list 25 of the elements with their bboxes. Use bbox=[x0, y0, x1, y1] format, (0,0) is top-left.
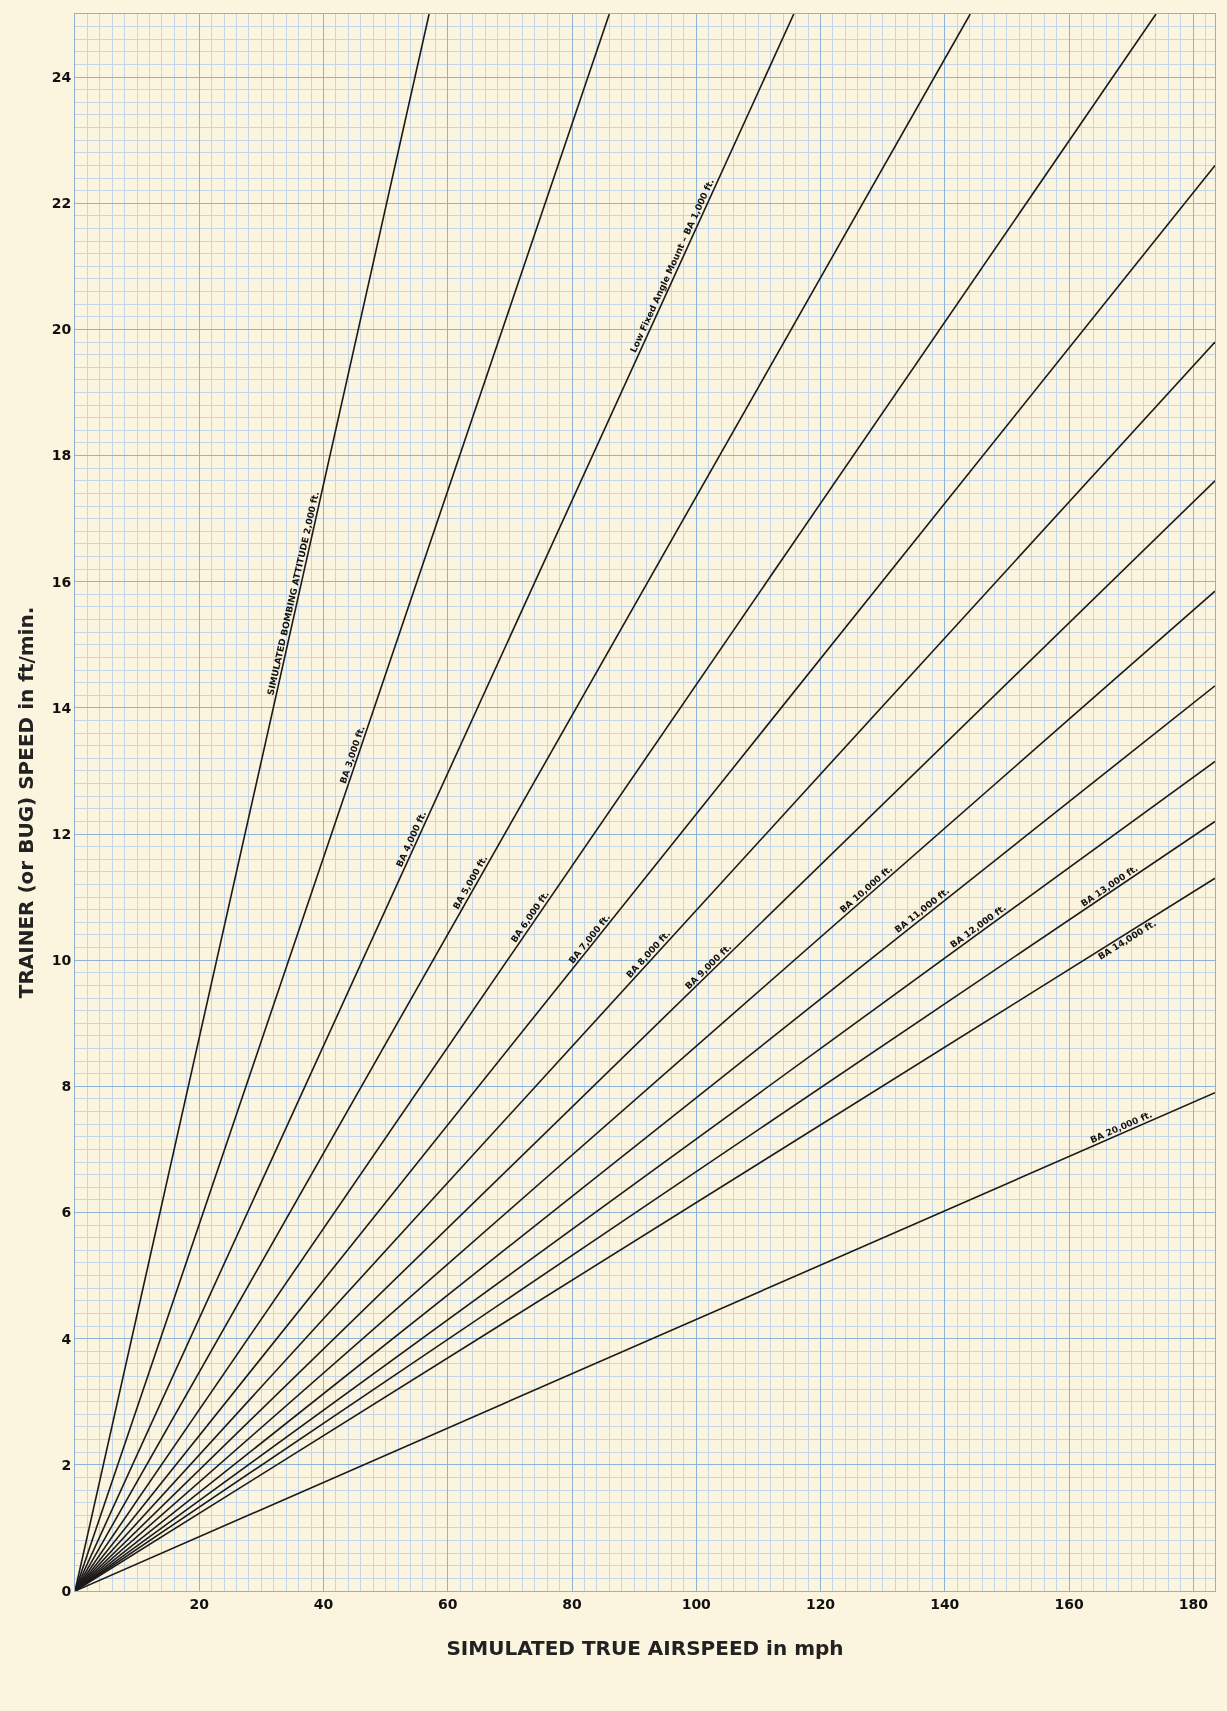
y-tick-label: 10 bbox=[51, 952, 72, 969]
y-tick-label: 14 bbox=[51, 699, 72, 716]
y-tick-label: 22 bbox=[51, 195, 72, 212]
x-tick-label: 60 bbox=[438, 1595, 458, 1612]
y-tick-label: 6 bbox=[61, 1204, 72, 1221]
x-tick-label: 100 bbox=[681, 1595, 712, 1612]
x-tick-label: 20 bbox=[189, 1595, 210, 1612]
x-tick-label: 180 bbox=[1178, 1595, 1209, 1612]
y-tick-label: 2 bbox=[61, 1456, 72, 1473]
x-tick-label: 140 bbox=[930, 1595, 960, 1612]
y-tick-label: 24 bbox=[51, 68, 72, 85]
y-tick-label: 0 bbox=[61, 1582, 72, 1599]
y-tick-label: 18 bbox=[51, 447, 72, 464]
x-axis-title: SIMULATED TRUE AIRSPEED in mph bbox=[446, 1636, 844, 1661]
x-tick-label: 160 bbox=[1054, 1595, 1084, 1612]
text: BA 3,000 ft. bbox=[337, 724, 367, 785]
y-tick-label: 20 bbox=[51, 321, 72, 338]
y-tick-label: 16 bbox=[51, 573, 72, 590]
y-tick-label: 12 bbox=[51, 825, 72, 842]
x-tick-label: 40 bbox=[313, 1595, 334, 1612]
x-tick-label: 80 bbox=[562, 1595, 582, 1612]
y-axis-title: TRAINER (or BUG) SPEED in ft/min. bbox=[14, 606, 39, 999]
y-tick-label: 4 bbox=[61, 1330, 72, 1347]
x-tick-label: 120 bbox=[805, 1595, 836, 1612]
y-tick-label: 8 bbox=[61, 1078, 72, 1095]
